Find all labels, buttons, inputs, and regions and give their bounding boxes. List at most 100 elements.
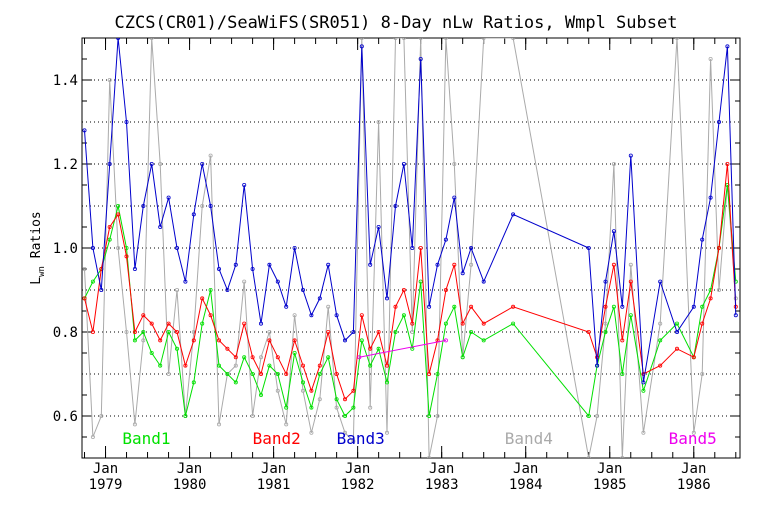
data-point bbox=[292, 245, 297, 250]
data-point bbox=[225, 346, 230, 351]
data-point bbox=[691, 304, 696, 309]
data-point bbox=[481, 321, 486, 326]
data-point bbox=[216, 363, 221, 368]
data-point bbox=[141, 329, 146, 334]
series-line bbox=[84, 38, 737, 458]
data-point bbox=[158, 338, 163, 343]
data-point bbox=[334, 371, 339, 376]
y-axis-label-sub: wn bbox=[37, 266, 47, 277]
data-point bbox=[334, 405, 339, 410]
data-point bbox=[258, 371, 263, 376]
data-point bbox=[401, 287, 406, 292]
data-point bbox=[384, 430, 389, 435]
data-point bbox=[351, 388, 356, 393]
data-point bbox=[317, 363, 322, 368]
series-line bbox=[359, 339, 446, 358]
data-point bbox=[359, 38, 364, 40]
y-axis-label: Lwn Ratios bbox=[29, 211, 47, 284]
data-point bbox=[342, 430, 347, 435]
x-tick-month: Jan bbox=[345, 461, 370, 477]
data-point bbox=[124, 254, 129, 259]
data-point bbox=[611, 262, 616, 267]
series-line bbox=[84, 38, 737, 383]
data-point bbox=[284, 304, 289, 309]
data-point bbox=[708, 195, 713, 200]
data-point bbox=[603, 321, 608, 326]
data-point bbox=[443, 38, 448, 40]
data-point bbox=[82, 296, 87, 301]
data-point bbox=[300, 287, 305, 292]
data-point bbox=[368, 363, 373, 368]
data-point bbox=[158, 161, 163, 166]
data-point bbox=[725, 44, 730, 49]
data-point bbox=[401, 161, 406, 166]
series-band4 bbox=[82, 38, 738, 458]
legend-label-band4: Band4 bbox=[505, 429, 553, 448]
data-point bbox=[116, 203, 121, 208]
data-point bbox=[267, 363, 272, 368]
data-point bbox=[725, 161, 730, 166]
data-point bbox=[359, 313, 364, 318]
data-point bbox=[90, 434, 95, 439]
data-point bbox=[435, 371, 440, 376]
data-point bbox=[166, 195, 171, 200]
x-tick-year: 1984 bbox=[509, 477, 543, 493]
data-point bbox=[300, 388, 305, 393]
data-point bbox=[628, 262, 633, 267]
data-point bbox=[233, 355, 238, 360]
data-point bbox=[174, 329, 179, 334]
data-point bbox=[586, 413, 591, 418]
data-point bbox=[481, 279, 486, 284]
data-point bbox=[183, 413, 188, 418]
data-point bbox=[166, 371, 171, 376]
data-point bbox=[435, 413, 440, 418]
data-point bbox=[620, 456, 625, 458]
y-ticks: 0.6 0.8 1.0 1.2 1.4 bbox=[53, 58, 740, 438]
data-point bbox=[116, 38, 121, 40]
data-point bbox=[595, 363, 600, 368]
data-point bbox=[326, 304, 331, 309]
data-point bbox=[418, 279, 423, 284]
data-point bbox=[410, 245, 415, 250]
chart-title: CZCS(CR01)/SeaWiFS(SR051) 8-Day nLw Rati… bbox=[115, 13, 678, 33]
x-tick-month: Jan bbox=[429, 461, 454, 477]
data-point bbox=[511, 212, 516, 217]
series-band5 bbox=[357, 338, 448, 360]
y-tick-label: 0.6 bbox=[53, 409, 78, 425]
data-point bbox=[275, 371, 280, 376]
data-point bbox=[149, 350, 154, 355]
data-point bbox=[275, 388, 280, 393]
data-point bbox=[427, 371, 432, 376]
data-point bbox=[443, 321, 448, 326]
data-point bbox=[603, 329, 608, 334]
x-tick-year: 1983 bbox=[425, 477, 459, 493]
data-point bbox=[166, 329, 171, 334]
data-point bbox=[200, 161, 205, 166]
data-point bbox=[242, 355, 247, 360]
data-point bbox=[641, 380, 646, 385]
data-point bbox=[200, 296, 205, 301]
data-point bbox=[267, 262, 272, 267]
x-tick-year: 1979 bbox=[89, 477, 123, 493]
data-point bbox=[132, 329, 137, 334]
data-point bbox=[427, 304, 432, 309]
data-point bbox=[292, 338, 297, 343]
data-point bbox=[603, 279, 608, 284]
data-point bbox=[250, 371, 255, 376]
data-point bbox=[351, 439, 356, 444]
data-point bbox=[511, 38, 516, 40]
data-point bbox=[460, 355, 465, 360]
data-point bbox=[511, 321, 516, 326]
data-point bbox=[469, 262, 474, 267]
data-point bbox=[242, 279, 247, 284]
data-point bbox=[708, 57, 713, 62]
data-point bbox=[641, 430, 646, 435]
data-point bbox=[452, 262, 457, 267]
data-point bbox=[384, 363, 389, 368]
x-tick-month: Jan bbox=[261, 461, 286, 477]
data-point bbox=[418, 245, 423, 250]
legend-label-band2: Band2 bbox=[253, 429, 301, 448]
data-point bbox=[242, 182, 247, 187]
data-point bbox=[418, 38, 423, 40]
data-point bbox=[141, 338, 146, 343]
